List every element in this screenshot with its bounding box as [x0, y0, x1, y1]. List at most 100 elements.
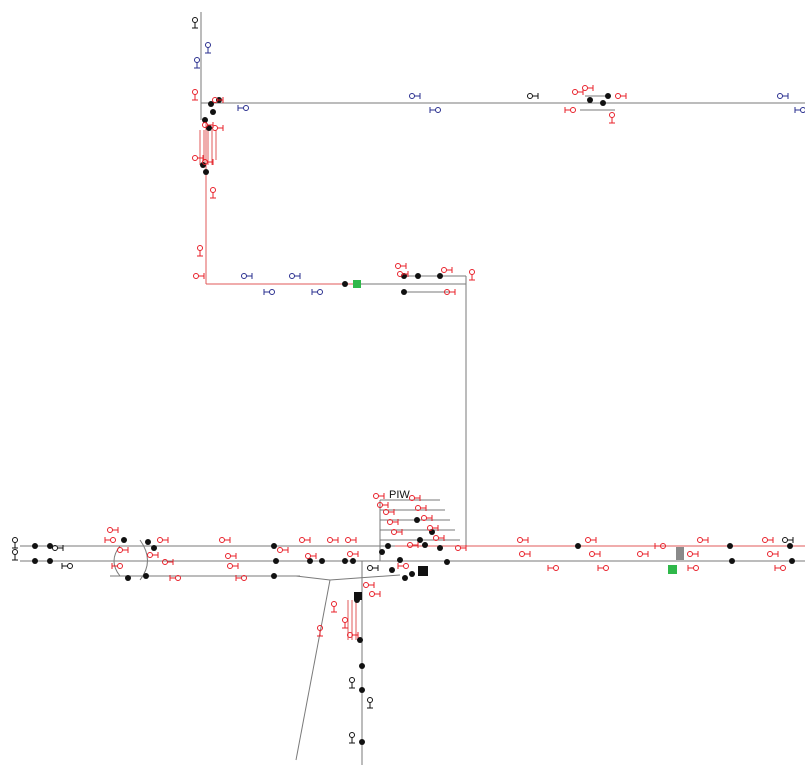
- station-label: PIW: [389, 489, 410, 501]
- signal-icon: [383, 509, 395, 515]
- signal-icon: [237, 105, 249, 111]
- track-node: [437, 273, 443, 279]
- track-node: [727, 543, 733, 549]
- track-diagonal-south: [295, 579, 331, 761]
- track-node: [32, 558, 38, 564]
- signal-icon: [277, 547, 289, 553]
- green-box-middle: [353, 280, 361, 288]
- signal-icon: [194, 57, 200, 69]
- track-node: [342, 281, 348, 287]
- track-node: [273, 558, 279, 564]
- nodes: [32, 93, 795, 745]
- signal-icon: [564, 107, 576, 113]
- track-node: [402, 575, 408, 581]
- signal-icon: [157, 537, 169, 543]
- track-node: [203, 169, 209, 175]
- signal-icon: [397, 563, 409, 569]
- signal-icon: [193, 273, 205, 279]
- signal-icon: [147, 552, 159, 558]
- track-node: [125, 575, 131, 581]
- track-node: [307, 558, 313, 564]
- signal-icon: [331, 601, 337, 613]
- signal-icon: [377, 502, 389, 508]
- track-node: [357, 637, 363, 643]
- signal-icon: [387, 519, 399, 525]
- track-node: [587, 97, 593, 103]
- track-node: [444, 559, 450, 565]
- signal-icon: [469, 269, 475, 281]
- signal-icon: [597, 565, 609, 571]
- signal-icon: [317, 625, 323, 637]
- track-node: [397, 557, 403, 563]
- signal-icon: [162, 559, 174, 565]
- signal-icon: [637, 551, 649, 557]
- track-node: [47, 558, 53, 564]
- signal-icon: [782, 537, 794, 543]
- signal-icon: [212, 97, 224, 103]
- track-node: [121, 537, 127, 543]
- signal-icon: [263, 289, 275, 295]
- signal-icon: [219, 537, 231, 543]
- track-lines: [20, 12, 805, 765]
- signal-icon: [777, 93, 789, 99]
- track-node: [789, 558, 795, 564]
- signal-icon: [345, 537, 357, 543]
- track-node: [145, 539, 151, 545]
- grey-box-bottom-right: [676, 547, 684, 560]
- track-node: [415, 273, 421, 279]
- track-node: [359, 739, 365, 745]
- signal-icon: [347, 632, 359, 638]
- signal-icon: [349, 677, 355, 689]
- signal-icon: [210, 187, 216, 199]
- signal-icon: [441, 267, 453, 273]
- signal-icon: [311, 289, 323, 295]
- signal-icon: [289, 273, 301, 279]
- track-node: [319, 558, 325, 564]
- green-box-bottom-right: [668, 565, 677, 574]
- signal-icon: [433, 535, 445, 541]
- track-node: [271, 573, 277, 579]
- signal-icon: [582, 85, 594, 91]
- signal-icon: [409, 495, 421, 501]
- signal-icon: [527, 93, 539, 99]
- track-node: [414, 517, 420, 523]
- signal-icon: [111, 563, 123, 569]
- signal-icon: [299, 537, 311, 543]
- signal-icon: [794, 107, 805, 113]
- track-node: [359, 663, 365, 669]
- track-node: [151, 545, 157, 551]
- signal-icon: [767, 551, 779, 557]
- signal-icon: [774, 565, 786, 571]
- track-node: [210, 109, 216, 115]
- signal-icon: [347, 551, 359, 557]
- track-node: [389, 567, 395, 573]
- signal-icon: [169, 575, 181, 581]
- signal-icon: [415, 505, 427, 511]
- signal-icon: [192, 89, 198, 101]
- signal-icon: [427, 525, 439, 531]
- track-left-loop-right: [139, 539, 148, 581]
- signal-icon: [12, 537, 18, 549]
- signal-icon: [697, 537, 709, 543]
- signal-icon: [342, 617, 348, 629]
- track-node: [200, 162, 206, 168]
- signal-icon: [367, 697, 373, 709]
- signal-icon: [205, 42, 211, 54]
- track-node: [359, 687, 365, 693]
- signal-icon: [391, 529, 403, 535]
- signal-icon: [104, 537, 116, 543]
- signal-icon: [235, 575, 247, 581]
- track-node: [787, 543, 793, 549]
- signal-icon: [395, 263, 407, 269]
- signal-icon: [429, 107, 441, 113]
- signal-icon: [687, 551, 699, 557]
- track-node: [401, 289, 407, 295]
- signal-icon: [202, 159, 214, 165]
- track-node: [47, 543, 53, 549]
- track-node: [379, 549, 385, 555]
- signal-icon: [327, 537, 339, 543]
- signal-icon: [52, 545, 64, 551]
- signal-icon: [227, 563, 239, 569]
- track-diagonal-top: [329, 574, 401, 581]
